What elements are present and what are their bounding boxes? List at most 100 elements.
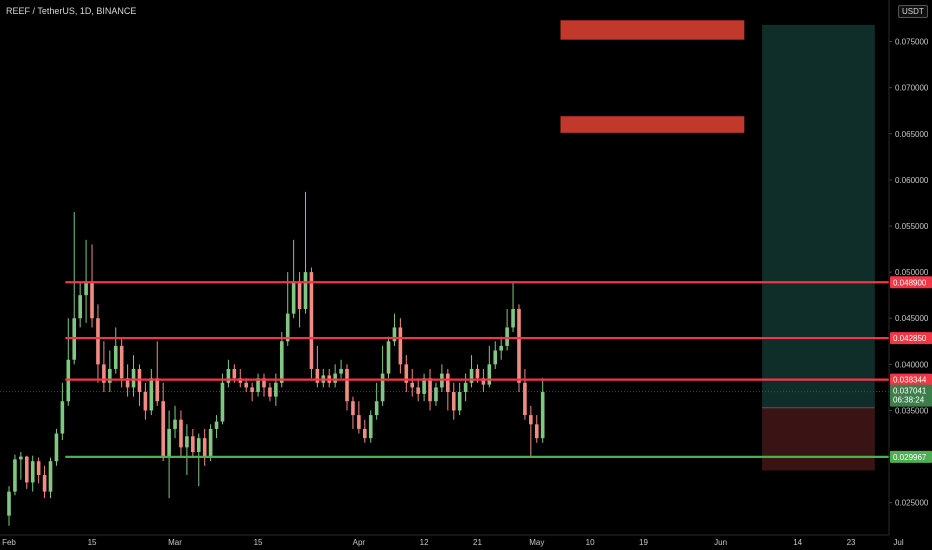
candle-body (143, 392, 148, 411)
candle-body (202, 438, 207, 457)
candle-body (481, 378, 486, 385)
candle-body (469, 368, 474, 383)
x-tick-label: 10 (586, 538, 595, 547)
candle-body (333, 373, 337, 383)
candle-body (96, 318, 100, 365)
candle-body (475, 368, 480, 379)
candle-body (48, 461, 53, 492)
candle-body (451, 392, 456, 411)
candle-body (36, 461, 41, 476)
candle-body (351, 401, 355, 416)
y-tick-label: 0.040000 (895, 360, 929, 369)
candle-body (416, 387, 420, 394)
candle-body (191, 436, 195, 452)
candle-body (363, 428, 367, 439)
candle-body (208, 428, 213, 457)
candle-body (149, 378, 154, 411)
price-label: 0.042850 (893, 334, 927, 343)
candle-body (309, 272, 314, 369)
candle-body (78, 295, 82, 319)
symbol-title: REEF / TetherUS, 1D, BINANCE (6, 6, 137, 16)
countdown-label: 06:38:24 (893, 396, 925, 405)
candle-body (173, 419, 177, 429)
candle-body (534, 424, 539, 439)
profit-zone[interactable] (762, 24, 875, 408)
candle-body (256, 378, 260, 393)
candle-body (380, 373, 385, 402)
candle-body (196, 438, 201, 452)
candle-body (493, 350, 498, 365)
candle-body (268, 387, 272, 397)
price-label: 0.038344 (893, 376, 927, 385)
candle-body (523, 382, 527, 416)
y-tick-label: 0.060000 (895, 176, 929, 185)
candle-body (499, 345, 503, 351)
candle-body (357, 415, 361, 429)
currency-badge[interactable]: USDT (898, 5, 928, 18)
y-tick-label: 0.075000 (895, 38, 929, 47)
candle-body (339, 368, 343, 374)
candle-body (232, 368, 237, 379)
x-tick-label: Mar (168, 538, 182, 547)
candle-body (244, 382, 248, 388)
price-label-box (890, 276, 932, 289)
x-tick-label: 15 (254, 538, 263, 547)
x-tick-label: 15 (88, 538, 97, 547)
candle-body (185, 436, 189, 448)
candle-body (42, 475, 47, 492)
x-tick-label: Jun (714, 538, 727, 547)
candle-body (285, 313, 290, 342)
candle-body (60, 401, 65, 434)
candle-body (297, 281, 302, 310)
price-label-box (890, 332, 932, 345)
candle-body (19, 456, 23, 460)
candle-body (125, 378, 130, 388)
candle-body (505, 327, 509, 346)
x-tick-label: 14 (793, 538, 802, 547)
candle-body (279, 341, 284, 383)
y-tick-label: 0.025000 (895, 499, 929, 508)
candle-body (446, 373, 450, 393)
candle-body (13, 459, 17, 492)
candle-body (457, 392, 462, 411)
candle-body (517, 309, 521, 383)
candle-body (262, 378, 266, 388)
x-tick-label: Apr (353, 538, 366, 547)
y-tick-label: 0.065000 (895, 130, 929, 139)
candle-body (274, 382, 278, 397)
candle-body (214, 421, 219, 429)
candle-body (220, 382, 225, 422)
target-zone[interactable] (560, 20, 745, 40)
candle-body (392, 327, 397, 342)
price-label-box (890, 450, 932, 463)
candle-body (90, 281, 94, 319)
price-label: 0.029967 (893, 453, 927, 462)
last-price-box (890, 384, 932, 407)
candle-body (250, 387, 254, 393)
y-tick-label: 0.045000 (895, 314, 929, 323)
candle-body (422, 378, 426, 394)
candle-body (303, 272, 308, 310)
candle-body (386, 341, 391, 374)
candle-body (463, 382, 468, 393)
price-label-box (890, 373, 932, 386)
target-zone[interactable] (560, 116, 745, 133)
y-tick-label: 0.035000 (895, 406, 929, 415)
candle-body (398, 327, 403, 365)
candle-body (345, 368, 349, 402)
candle-body (167, 428, 171, 457)
stop-loss-zone[interactable] (762, 407, 875, 471)
candle-body (487, 364, 492, 385)
candle-body (511, 309, 515, 328)
last-price-label: 0.037041 (893, 387, 927, 396)
candle-body (428, 378, 432, 402)
x-tick-label: Feb (2, 538, 16, 547)
y-tick-label: 0.050000 (895, 268, 929, 277)
candle-body (155, 378, 160, 402)
candle-body (540, 392, 545, 439)
candle-body (410, 382, 415, 388)
price-label: 0.048900 (893, 278, 927, 287)
x-tick-label: 23 (847, 538, 856, 547)
candle-body (113, 345, 118, 369)
